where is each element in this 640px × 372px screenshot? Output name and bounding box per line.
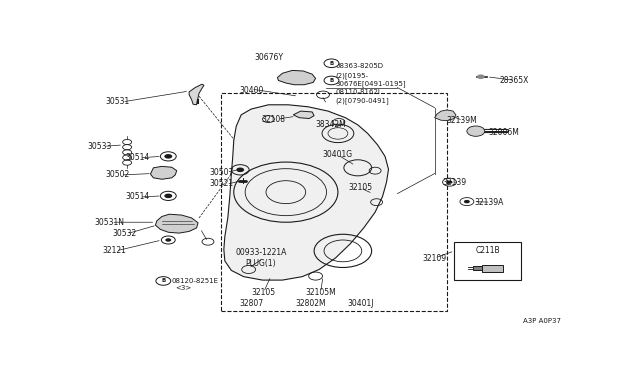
Text: 30521: 30521 bbox=[209, 179, 234, 188]
Bar bbox=[221, 93, 447, 311]
Bar bbox=[473, 266, 482, 270]
Text: 00933-1221A
PLUG(1): 00933-1221A PLUG(1) bbox=[236, 248, 287, 268]
Circle shape bbox=[324, 76, 339, 85]
Circle shape bbox=[447, 180, 452, 184]
Text: 32105: 32105 bbox=[252, 288, 276, 297]
Text: 28365X: 28365X bbox=[499, 76, 529, 85]
Text: 38342M: 38342M bbox=[315, 121, 346, 129]
Text: 32109: 32109 bbox=[422, 254, 447, 263]
Circle shape bbox=[324, 59, 339, 68]
Text: 08110-8162I: 08110-8162I bbox=[335, 89, 380, 95]
Polygon shape bbox=[150, 166, 177, 179]
Polygon shape bbox=[189, 84, 204, 105]
Text: 32006M: 32006M bbox=[489, 128, 520, 137]
Text: 32108: 32108 bbox=[262, 115, 285, 124]
Text: A3P A0P37: A3P A0P37 bbox=[523, 318, 561, 324]
Text: 30400: 30400 bbox=[239, 86, 263, 95]
Circle shape bbox=[464, 200, 470, 203]
Text: 32139A: 32139A bbox=[474, 198, 504, 207]
Text: C211B: C211B bbox=[476, 246, 500, 255]
Text: B: B bbox=[330, 78, 333, 83]
Circle shape bbox=[156, 277, 171, 285]
Text: 30401G: 30401G bbox=[323, 150, 353, 160]
Text: 08120-8251E: 08120-8251E bbox=[172, 278, 219, 284]
Text: 32121: 32121 bbox=[103, 246, 127, 255]
Text: 32105: 32105 bbox=[348, 183, 372, 192]
Text: 30502: 30502 bbox=[105, 170, 129, 179]
Text: 30676E[0491-0195]: 30676E[0491-0195] bbox=[335, 80, 406, 87]
Text: B: B bbox=[161, 279, 166, 283]
Text: B: B bbox=[330, 61, 333, 66]
Text: <3>: <3> bbox=[175, 285, 191, 291]
Text: 32105M: 32105M bbox=[305, 288, 336, 297]
Text: 30532: 30532 bbox=[113, 229, 137, 238]
Text: 30533: 30533 bbox=[88, 142, 112, 151]
Polygon shape bbox=[156, 214, 198, 233]
Circle shape bbox=[164, 193, 172, 198]
Text: 32807: 32807 bbox=[239, 299, 263, 308]
Text: 30401J: 30401J bbox=[347, 299, 374, 308]
Text: (2)[0790-0491]: (2)[0790-0491] bbox=[335, 97, 389, 105]
Circle shape bbox=[477, 74, 484, 79]
Text: 30514: 30514 bbox=[125, 192, 149, 201]
Text: 30531: 30531 bbox=[105, 97, 129, 106]
Circle shape bbox=[165, 238, 172, 242]
Bar bbox=[482, 264, 502, 272]
Bar bbox=[454, 242, 522, 279]
Text: 08363-8205D: 08363-8205D bbox=[335, 63, 383, 69]
Polygon shape bbox=[224, 105, 388, 280]
Text: 32139: 32139 bbox=[442, 178, 467, 187]
Circle shape bbox=[236, 167, 244, 172]
Circle shape bbox=[164, 154, 172, 158]
Text: 32802M: 32802M bbox=[295, 299, 326, 308]
Text: 32139M: 32139M bbox=[447, 116, 477, 125]
Text: 30531N: 30531N bbox=[95, 218, 125, 227]
Polygon shape bbox=[277, 70, 316, 85]
Circle shape bbox=[467, 126, 484, 136]
Polygon shape bbox=[435, 110, 456, 121]
Text: 30514: 30514 bbox=[125, 153, 149, 162]
Text: (2)[0195-: (2)[0195- bbox=[335, 72, 369, 78]
Polygon shape bbox=[293, 111, 314, 119]
Text: 30676Y: 30676Y bbox=[254, 53, 283, 62]
Text: 30507: 30507 bbox=[209, 168, 234, 177]
